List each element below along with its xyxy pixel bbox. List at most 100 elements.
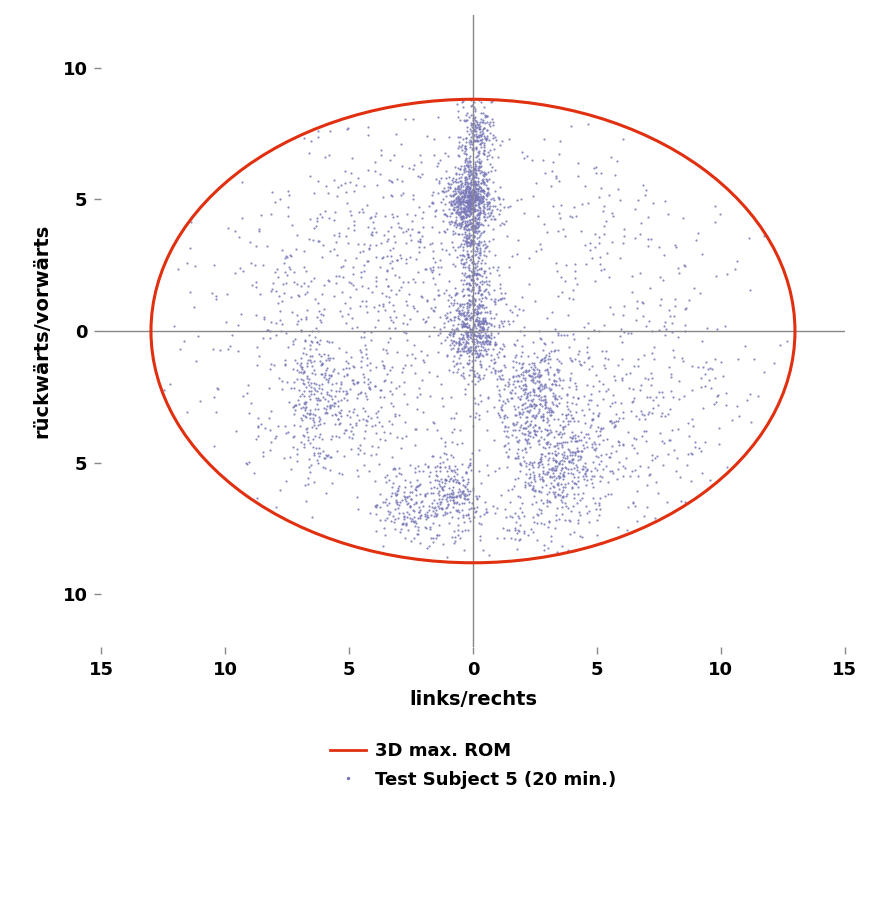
Point bbox=[292, 397, 306, 412]
Point bbox=[672, 373, 686, 388]
Point bbox=[446, 324, 460, 339]
Point bbox=[561, 543, 575, 557]
Point bbox=[446, 194, 460, 209]
Point bbox=[473, 144, 487, 159]
Point bbox=[429, 463, 443, 478]
Point bbox=[467, 334, 480, 349]
Point bbox=[470, 120, 484, 135]
Point bbox=[479, 273, 493, 288]
Point bbox=[556, 480, 570, 495]
Point bbox=[466, 297, 480, 312]
Point bbox=[460, 507, 474, 521]
Point bbox=[310, 213, 324, 228]
Point bbox=[480, 502, 494, 517]
Point bbox=[513, 356, 527, 371]
Point bbox=[447, 187, 461, 202]
Point bbox=[365, 225, 379, 240]
Point bbox=[488, 506, 502, 521]
Point bbox=[568, 446, 582, 461]
Point bbox=[264, 403, 278, 418]
Point bbox=[548, 447, 562, 462]
Point bbox=[441, 182, 455, 197]
Point bbox=[457, 316, 471, 330]
Point bbox=[453, 335, 467, 350]
Point bbox=[262, 410, 276, 425]
Point bbox=[368, 164, 382, 179]
Point bbox=[641, 372, 655, 387]
Point bbox=[272, 288, 286, 303]
Point bbox=[472, 194, 486, 209]
Point bbox=[477, 197, 491, 211]
Point bbox=[480, 238, 494, 253]
Point bbox=[465, 137, 479, 151]
Point bbox=[518, 479, 532, 494]
Point bbox=[546, 377, 560, 391]
Point bbox=[455, 143, 469, 158]
Point bbox=[478, 264, 492, 279]
Point bbox=[462, 293, 476, 307]
Point bbox=[449, 321, 463, 336]
Point bbox=[531, 460, 545, 474]
Point bbox=[555, 499, 569, 514]
Point bbox=[537, 378, 551, 393]
Point bbox=[377, 227, 391, 242]
Point bbox=[353, 344, 367, 359]
Point bbox=[464, 116, 478, 131]
Point bbox=[468, 139, 482, 154]
Point bbox=[466, 195, 480, 210]
Point bbox=[429, 531, 443, 545]
Point bbox=[462, 223, 476, 238]
Point bbox=[534, 332, 548, 347]
Point bbox=[406, 503, 420, 518]
Point bbox=[480, 172, 494, 186]
Point bbox=[511, 523, 525, 538]
Point bbox=[515, 426, 529, 441]
Point bbox=[476, 189, 490, 204]
Point bbox=[245, 278, 259, 293]
Point bbox=[398, 357, 412, 372]
Point bbox=[308, 429, 322, 444]
Point bbox=[605, 206, 619, 221]
Point bbox=[343, 430, 357, 445]
Point bbox=[449, 205, 463, 220]
Point bbox=[656, 458, 670, 473]
Point bbox=[515, 398, 529, 413]
Point bbox=[468, 190, 482, 205]
Point bbox=[541, 492, 555, 507]
Point bbox=[403, 474, 417, 489]
Point bbox=[460, 324, 473, 339]
Point bbox=[444, 205, 458, 220]
Point bbox=[344, 289, 358, 304]
Point bbox=[407, 531, 421, 545]
Point bbox=[470, 255, 484, 270]
Point bbox=[476, 324, 490, 339]
Point bbox=[524, 474, 538, 489]
Point bbox=[327, 289, 341, 304]
Point bbox=[468, 293, 482, 307]
Point bbox=[459, 177, 473, 192]
Point bbox=[521, 363, 535, 378]
Point bbox=[487, 192, 501, 207]
Point bbox=[413, 387, 427, 402]
Point bbox=[552, 426, 566, 441]
Point bbox=[664, 324, 678, 339]
Point bbox=[630, 446, 644, 461]
Point bbox=[405, 511, 419, 526]
Point bbox=[327, 399, 341, 414]
Point bbox=[449, 286, 463, 301]
Point bbox=[467, 327, 480, 342]
Point bbox=[457, 221, 471, 235]
Point bbox=[472, 190, 486, 205]
Point bbox=[364, 411, 378, 426]
Point bbox=[549, 462, 563, 477]
Point bbox=[523, 368, 537, 383]
Point bbox=[738, 339, 752, 354]
Point bbox=[448, 281, 462, 295]
Point bbox=[317, 401, 330, 415]
Point bbox=[340, 367, 354, 382]
Point bbox=[436, 482, 450, 497]
Point bbox=[580, 473, 594, 487]
Point bbox=[480, 316, 494, 330]
Point bbox=[389, 126, 403, 141]
Point bbox=[374, 148, 388, 162]
